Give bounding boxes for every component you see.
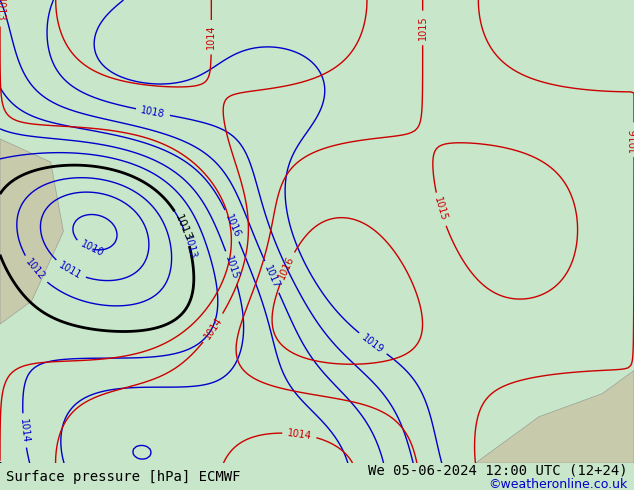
Polygon shape bbox=[476, 370, 634, 463]
Text: 1016: 1016 bbox=[277, 255, 296, 281]
Text: 1016: 1016 bbox=[223, 213, 242, 239]
Text: 1013: 1013 bbox=[173, 213, 193, 243]
Text: We 05-06-2024 12:00 UTC (12+24): We 05-06-2024 12:00 UTC (12+24) bbox=[368, 464, 628, 478]
Text: Surface pressure [hPa] ECMWF: Surface pressure [hPa] ECMWF bbox=[6, 469, 241, 484]
Text: 1010: 1010 bbox=[79, 239, 105, 259]
Text: 1017: 1017 bbox=[262, 264, 281, 290]
Text: 1016: 1016 bbox=[629, 127, 634, 152]
Text: 1012: 1012 bbox=[23, 257, 47, 283]
Text: 1018: 1018 bbox=[140, 105, 166, 120]
Text: 1014: 1014 bbox=[202, 315, 224, 341]
Text: 1014: 1014 bbox=[287, 428, 313, 441]
Text: 1014: 1014 bbox=[206, 25, 216, 49]
Text: 1013: 1013 bbox=[0, 0, 5, 22]
Polygon shape bbox=[0, 139, 63, 324]
Text: 1011: 1011 bbox=[57, 260, 83, 281]
Text: 1015: 1015 bbox=[418, 16, 428, 40]
Text: 1013: 1013 bbox=[181, 234, 197, 260]
Text: 1014: 1014 bbox=[18, 418, 30, 443]
Text: 1015: 1015 bbox=[223, 254, 240, 281]
Text: ©weatheronline.co.uk: ©weatheronline.co.uk bbox=[488, 478, 628, 490]
Text: 1015: 1015 bbox=[432, 196, 449, 222]
Text: 1019: 1019 bbox=[360, 332, 385, 355]
